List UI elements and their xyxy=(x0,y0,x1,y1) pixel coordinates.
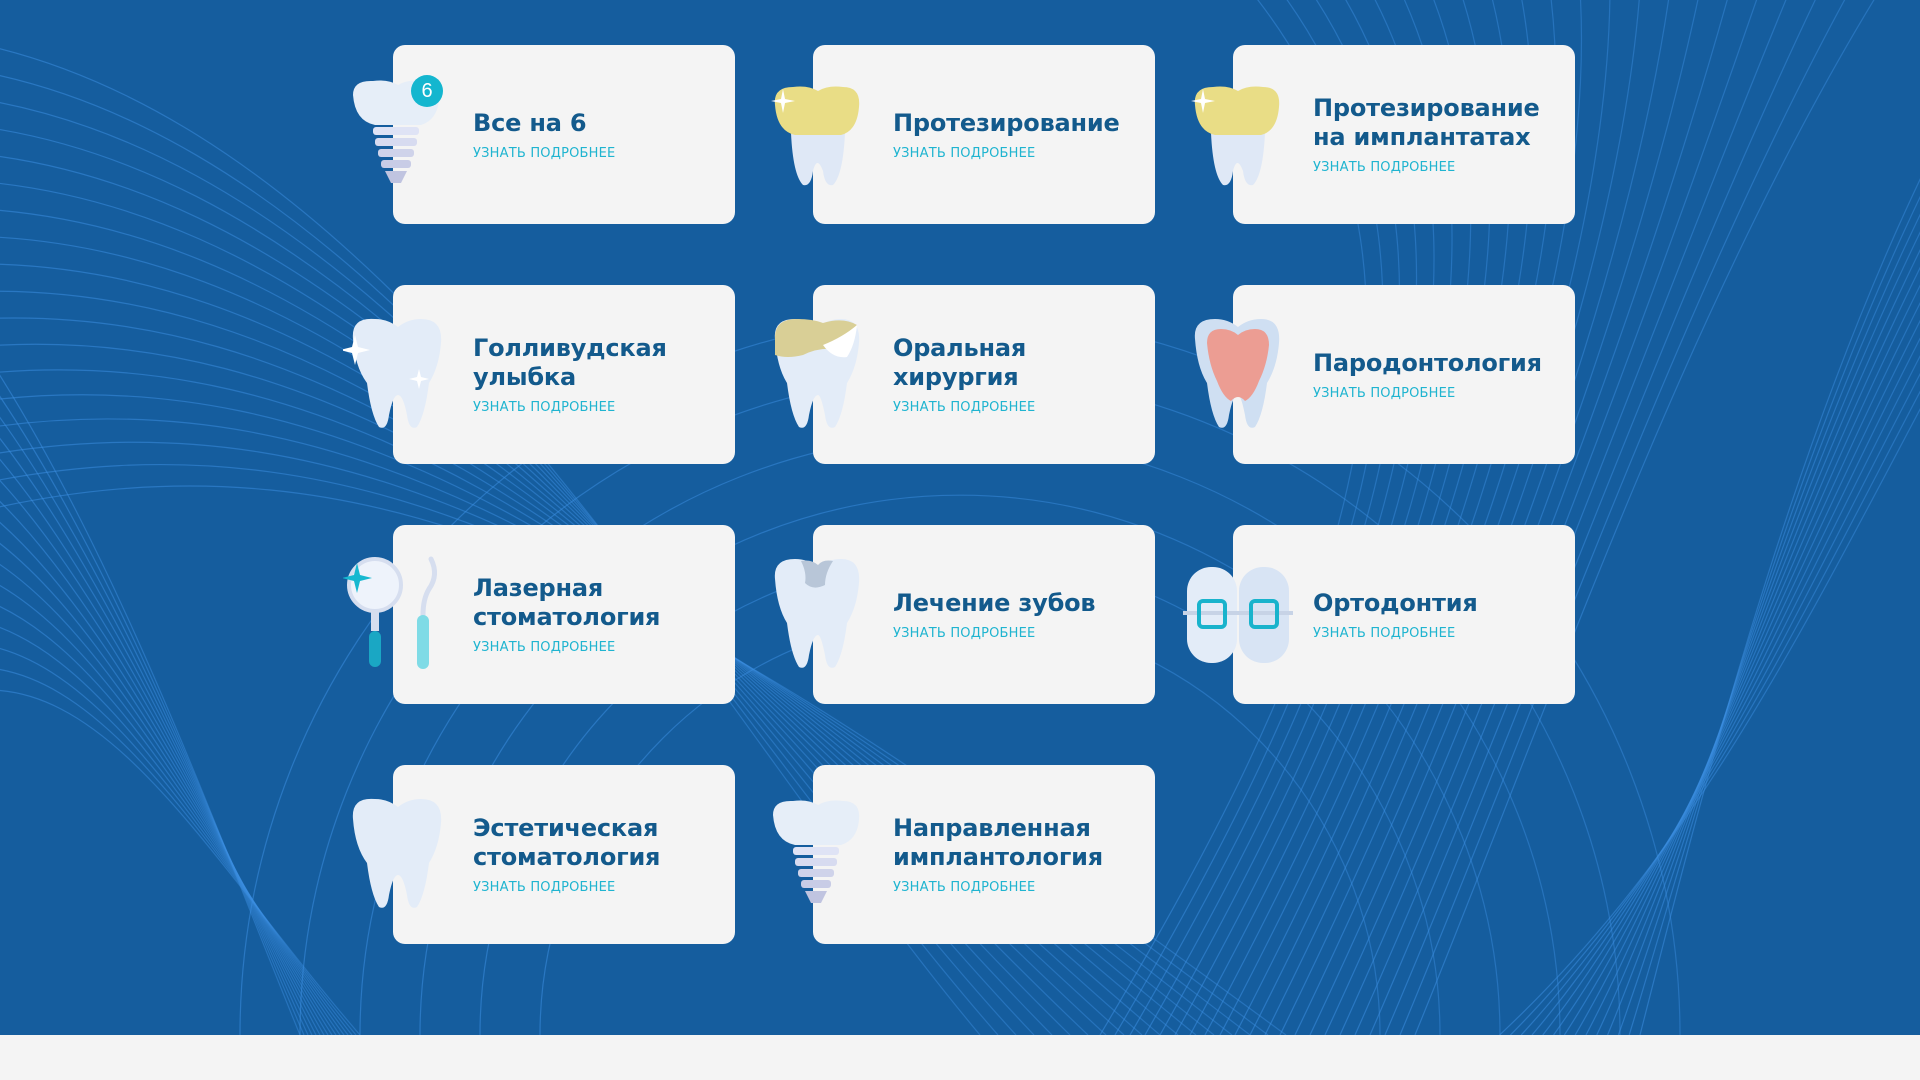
learn-more-link[interactable]: УЗНАТЬ ПОДРОБНЕЕ xyxy=(473,640,616,655)
tooth-icon xyxy=(352,798,442,908)
services-section: 6 Все на 6 УЗНАТЬ ПОДРОБНЕЕ Протезирован… xyxy=(0,0,1920,1035)
learn-more-link[interactable]: УЗНАТЬ ПОДРОБНЕЕ xyxy=(893,625,1036,641)
service-card-prosthetics[interactable]: Протезирование УЗНАТЬ ПОДРОБНЕЕ xyxy=(771,45,1155,224)
crown-tooth-icon xyxy=(771,86,860,186)
service-card-guided-implantology[interactable]: Направленная имплантология УЗНАТЬ ПОДРОБ… xyxy=(773,765,1155,944)
learn-more-link[interactable]: УЗНАТЬ ПОДРОБНЕЕ xyxy=(1313,160,1456,175)
service-card-implant-prosthetics[interactable]: Протезирование на имплантатах УЗНАТЬ ПОД… xyxy=(1191,45,1575,224)
service-card-dental-treatment[interactable]: Лечение зубов УЗНАТЬ ПОДРОБНЕЕ xyxy=(774,525,1155,704)
learn-more-link[interactable]: УЗНАТЬ ПОДРОБНЕЕ xyxy=(893,400,1036,415)
veneer-tooth-icon xyxy=(774,319,860,428)
service-card-aesthetic-dentistry[interactable]: Эстетическая стоматология УЗНАТЬ ПОДРОБН… xyxy=(352,765,735,944)
braces-icon xyxy=(1183,567,1293,663)
service-card-orthodontics[interactable]: Ортодонтия УЗНАТЬ ПОДРОБНЕЕ xyxy=(1183,525,1575,704)
service-title: Направленная имплантология xyxy=(893,814,1104,871)
service-card-periodontology[interactable]: Пародонтология УЗНАТЬ ПОДРОБНЕЕ xyxy=(1194,285,1575,464)
service-title: Эстетическая стоматология xyxy=(473,814,661,871)
service-title: Ортодонтия xyxy=(1313,588,1478,617)
service-title: Лазерная стоматология xyxy=(473,574,661,631)
service-title: Лечение зубов xyxy=(893,588,1096,617)
service-card-all-on-6[interactable]: 6 Все на 6 УЗНАТЬ ПОДРОБНЕЕ xyxy=(353,45,735,224)
filling-tooth-icon xyxy=(774,559,860,668)
service-title: Все на 6 xyxy=(473,108,587,137)
service-title: Пародонтология xyxy=(1313,348,1542,377)
dental-mirror-icon xyxy=(343,556,437,669)
service-title: Оральная хирургия xyxy=(893,334,1027,391)
footer-strip xyxy=(0,1035,1920,1080)
learn-more-link[interactable]: УЗНАТЬ ПОДРОБНЕЕ xyxy=(473,145,616,161)
service-card-oral-surgery[interactable]: Оральная хирургия УЗНАТЬ ПОДРОБНЕЕ xyxy=(774,285,1155,464)
learn-more-link[interactable]: УЗНАТЬ ПОДРОБНЕЕ xyxy=(473,880,616,895)
learn-more-link[interactable]: УЗНАТЬ ПОДРОБНЕЕ xyxy=(473,400,616,415)
service-title: Протезирование на имплантатах xyxy=(1313,94,1540,151)
implant-icon xyxy=(773,800,860,903)
learn-more-link[interactable]: УЗНАТЬ ПОДРОБНЕЕ xyxy=(893,145,1036,161)
gum-tooth-icon xyxy=(1194,319,1280,428)
sparkling-tooth-icon xyxy=(343,318,442,428)
learn-more-link[interactable]: УЗНАТЬ ПОДРОБНЕЕ xyxy=(893,880,1036,895)
service-card-hollywood-smile[interactable]: Голливудская улыбка УЗНАТЬ ПОДРОБНЕЕ xyxy=(343,285,735,464)
service-title: Голливудская улыбка xyxy=(473,334,667,391)
learn-more-link[interactable]: УЗНАТЬ ПОДРОБНЕЕ xyxy=(1313,625,1456,641)
learn-more-link[interactable]: УЗНАТЬ ПОДРОБНЕЕ xyxy=(1313,385,1456,401)
crown-tooth-icon xyxy=(1191,86,1280,186)
service-title: Протезирование xyxy=(893,108,1120,137)
service-card-laser-dentistry[interactable]: Лазерная стоматология УЗНАТЬ ПОДРОБНЕЕ xyxy=(343,525,735,704)
count-badge: 6 xyxy=(411,75,443,107)
